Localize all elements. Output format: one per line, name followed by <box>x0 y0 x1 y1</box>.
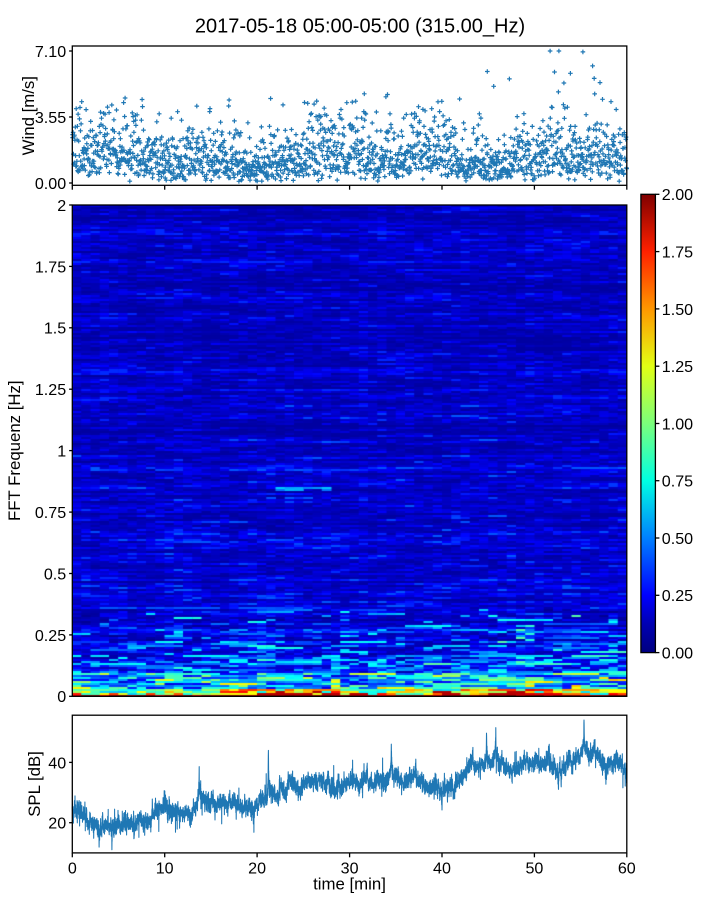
svg-text:1.00: 1.00 <box>662 415 693 433</box>
svg-text:0.25: 0.25 <box>35 627 66 645</box>
svg-text:0.75: 0.75 <box>35 504 66 522</box>
svg-text:0.00: 0.00 <box>35 175 66 193</box>
svg-text:3.55: 3.55 <box>35 109 66 127</box>
svg-text:1.5: 1.5 <box>44 320 66 338</box>
svg-text:1.25: 1.25 <box>662 358 693 376</box>
svg-text:1.50: 1.50 <box>662 301 693 319</box>
svg-text:0.00: 0.00 <box>662 645 693 663</box>
svg-text:0.75: 0.75 <box>662 473 693 491</box>
svg-text:40: 40 <box>48 754 66 772</box>
svg-text:time [min]: time [min] <box>313 875 386 894</box>
svg-text:1.75: 1.75 <box>662 244 693 262</box>
svg-text:30: 30 <box>341 859 359 877</box>
svg-text:1: 1 <box>57 443 66 461</box>
svg-text:1.25: 1.25 <box>35 381 66 399</box>
svg-text:0.50: 0.50 <box>662 530 693 548</box>
svg-text:20: 20 <box>48 815 66 833</box>
svg-text:2: 2 <box>57 197 66 215</box>
svg-text:40: 40 <box>433 859 451 877</box>
svg-text:1.75: 1.75 <box>35 258 66 276</box>
svg-text:FFT Frequenz [Hz]: FFT Frequenz [Hz] <box>5 380 24 521</box>
svg-text:2017-05-18 05:00-05:00 (315.00: 2017-05-18 05:00-05:00 (315.00_Hz) <box>195 15 525 37</box>
svg-text:10: 10 <box>156 859 174 877</box>
svg-text:20: 20 <box>248 859 266 877</box>
svg-text:0: 0 <box>68 859 77 877</box>
svg-text:Wind [m/s]: Wind [m/s] <box>19 76 38 155</box>
svg-text:0.25: 0.25 <box>662 587 693 605</box>
svg-text:0: 0 <box>57 688 66 706</box>
svg-text:60: 60 <box>618 859 636 877</box>
svg-text:7.10: 7.10 <box>35 43 66 61</box>
svg-text:2.00: 2.00 <box>662 186 693 204</box>
svg-text:50: 50 <box>525 859 543 877</box>
svg-text:SPL [dB]: SPL [dB] <box>25 751 44 817</box>
svg-text:0.5: 0.5 <box>44 565 66 583</box>
